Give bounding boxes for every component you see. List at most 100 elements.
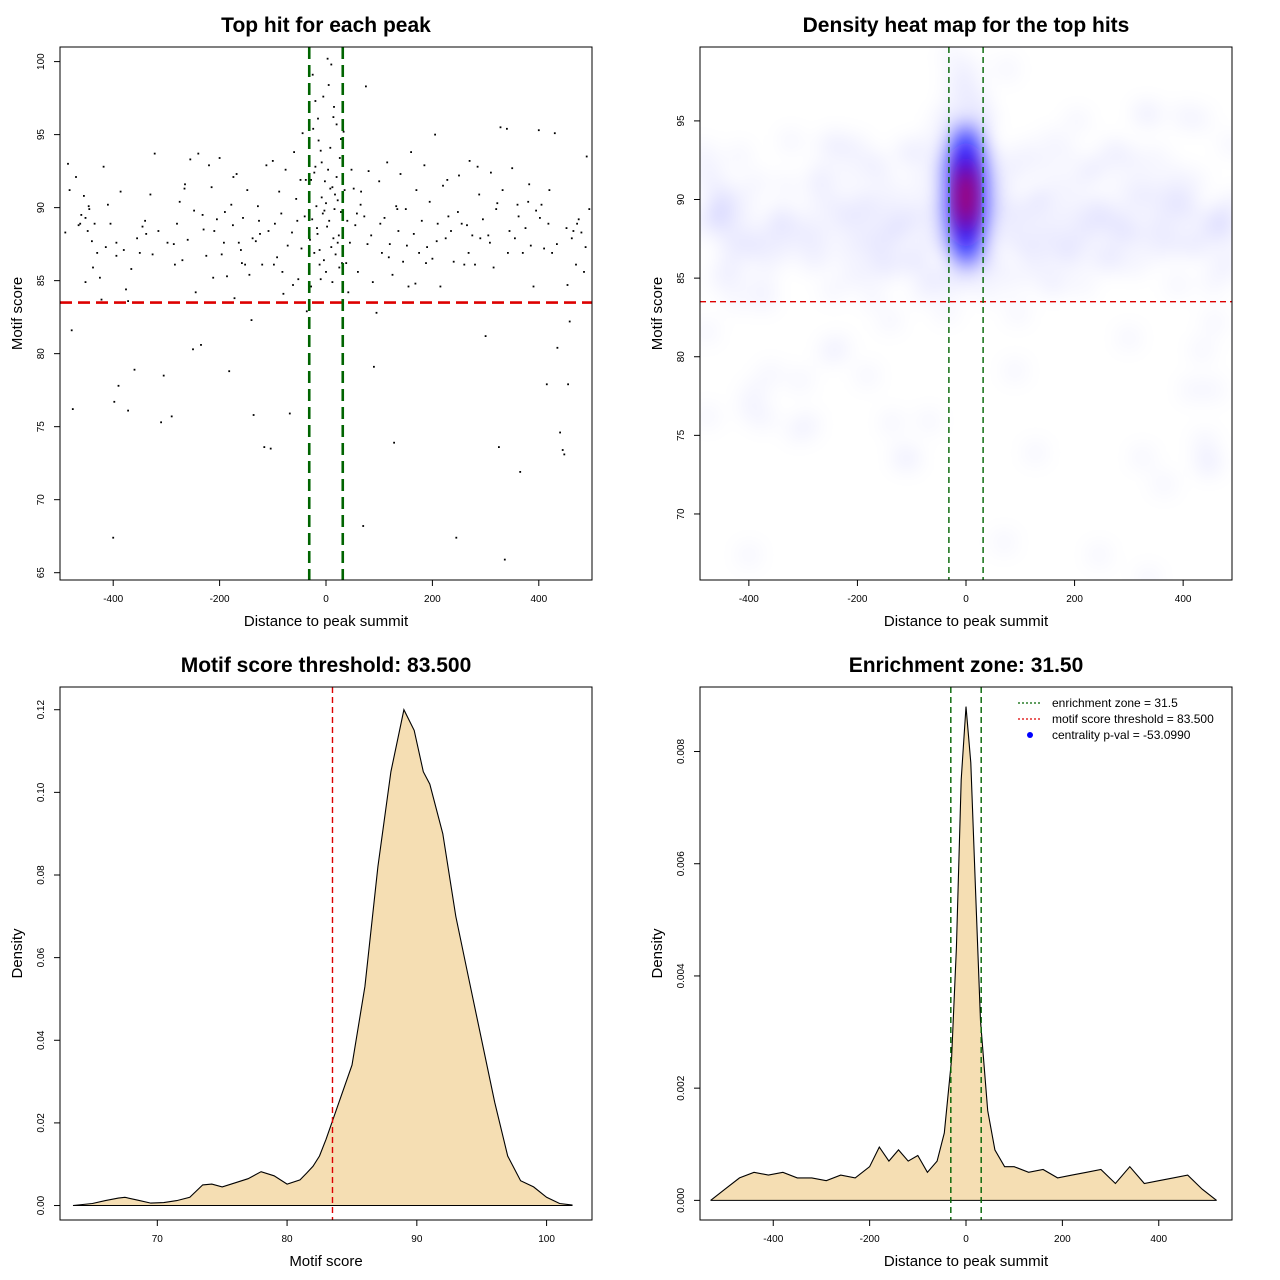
heatmap-cell bbox=[824, 281, 842, 300]
heatmap-cell bbox=[1200, 456, 1219, 475]
data-point bbox=[200, 344, 202, 346]
data-point bbox=[323, 259, 325, 262]
data-point bbox=[577, 218, 580, 221]
data-point bbox=[71, 408, 74, 410]
x-axis: -400 -200 0 200 400 bbox=[103, 579, 548, 605]
heatmap-cell bbox=[772, 204, 791, 223]
heatmap-cell bbox=[1019, 141, 1038, 160]
data-point bbox=[192, 348, 194, 351]
heatmap-cell bbox=[920, 412, 939, 431]
heatmap-cell bbox=[1174, 107, 1193, 126]
chart-panel-4: -400 -200 0 200 400 0.000 0.002 0.004 0.006 0.008… bbox=[649, 654, 1233, 1270]
data-point bbox=[337, 234, 340, 237]
data-point bbox=[316, 233, 319, 235]
y-tick-label: 0.12 bbox=[36, 700, 47, 720]
heatmap-cell bbox=[1111, 146, 1130, 165]
heatmap-cell bbox=[740, 399, 759, 418]
x-tick-label: 200 bbox=[1066, 594, 1083, 605]
data-point bbox=[423, 164, 426, 167]
heatmap-cell bbox=[1141, 105, 1160, 124]
data-point bbox=[318, 249, 321, 251]
data-point bbox=[428, 200, 431, 203]
data-point bbox=[223, 241, 225, 244]
heatmap-cell bbox=[988, 196, 1007, 215]
data-point bbox=[343, 189, 346, 191]
plot-area bbox=[60, 47, 592, 580]
heatmap-cell bbox=[700, 322, 716, 341]
data-point bbox=[547, 222, 550, 225]
data-point bbox=[479, 237, 482, 240]
data-point bbox=[208, 164, 210, 167]
x-tick-label: -400 bbox=[739, 594, 759, 605]
data-point bbox=[151, 253, 154, 256]
heatmap-cell bbox=[799, 415, 818, 434]
data-point bbox=[263, 446, 266, 448]
heatmap-cell bbox=[1102, 239, 1121, 258]
x-tick-label: -400 bbox=[103, 594, 123, 605]
data-point bbox=[313, 171, 316, 174]
y-tick-label: 0.08 bbox=[36, 865, 47, 885]
data-point bbox=[584, 246, 587, 248]
heatmap-cell bbox=[999, 229, 1018, 248]
data-point bbox=[338, 266, 341, 269]
heatmap-peak-mid bbox=[955, 158, 977, 235]
data-point bbox=[251, 237, 254, 240]
data-point bbox=[342, 130, 345, 133]
data-point bbox=[371, 281, 374, 283]
data-point bbox=[463, 263, 466, 266]
heatmap-cell bbox=[1119, 328, 1138, 347]
data-point bbox=[431, 257, 434, 260]
data-point bbox=[511, 167, 514, 170]
data-point bbox=[84, 281, 87, 283]
heatmap-cell bbox=[1195, 432, 1214, 451]
heatmap-cell bbox=[1185, 171, 1203, 190]
heatmap-cell bbox=[734, 187, 753, 206]
data-point bbox=[412, 233, 415, 235]
y-axis-label: Density bbox=[9, 928, 26, 979]
data-point bbox=[162, 374, 165, 377]
heatmap-cell bbox=[805, 207, 823, 226]
data-point bbox=[99, 276, 101, 279]
heatmap-cell bbox=[727, 289, 746, 308]
data-point bbox=[96, 252, 99, 254]
data-point bbox=[250, 319, 253, 321]
heatmap-cell bbox=[1022, 229, 1041, 248]
data-point bbox=[299, 179, 302, 181]
data-point bbox=[466, 224, 468, 227]
heatmap-cell bbox=[1000, 151, 1019, 170]
heatmap-cell bbox=[915, 149, 934, 168]
heatmap-cell bbox=[924, 130, 943, 149]
data-point bbox=[314, 100, 317, 102]
y-tick-label: 70 bbox=[676, 508, 687, 520]
data-point bbox=[284, 168, 287, 171]
data-point bbox=[310, 285, 312, 288]
data-point bbox=[202, 228, 205, 231]
heatmap-cell bbox=[883, 413, 902, 432]
data-point bbox=[189, 158, 192, 161]
heatmap-cell bbox=[943, 47, 962, 66]
data-point bbox=[184, 183, 186, 186]
heatmap-cell bbox=[755, 409, 774, 428]
heatmap-cell bbox=[807, 184, 826, 203]
data-point bbox=[244, 263, 246, 266]
x-tick-label: 400 bbox=[530, 594, 547, 605]
y-tick-label: 0.06 bbox=[36, 947, 47, 967]
heatmap-cell bbox=[706, 207, 725, 226]
heatmap-cell bbox=[1080, 160, 1099, 179]
data-point bbox=[311, 218, 314, 221]
heatmap-cell bbox=[1193, 341, 1212, 360]
x-tick-label: 400 bbox=[1150, 1234, 1167, 1245]
data-point bbox=[325, 202, 327, 205]
y-tick-label: 0.008 bbox=[676, 739, 687, 764]
data-point bbox=[471, 234, 474, 237]
heatmap-cell bbox=[872, 201, 891, 220]
y-tick-label: 100 bbox=[36, 53, 47, 70]
data-point bbox=[258, 219, 260, 222]
data-point bbox=[537, 129, 540, 132]
data-point bbox=[338, 157, 341, 159]
data-point bbox=[347, 291, 350, 294]
heatmap-cell bbox=[711, 270, 730, 289]
data-point bbox=[113, 400, 116, 403]
data-point bbox=[301, 132, 304, 135]
chart-title: Enrichment zone: 31.50 bbox=[849, 654, 1084, 677]
